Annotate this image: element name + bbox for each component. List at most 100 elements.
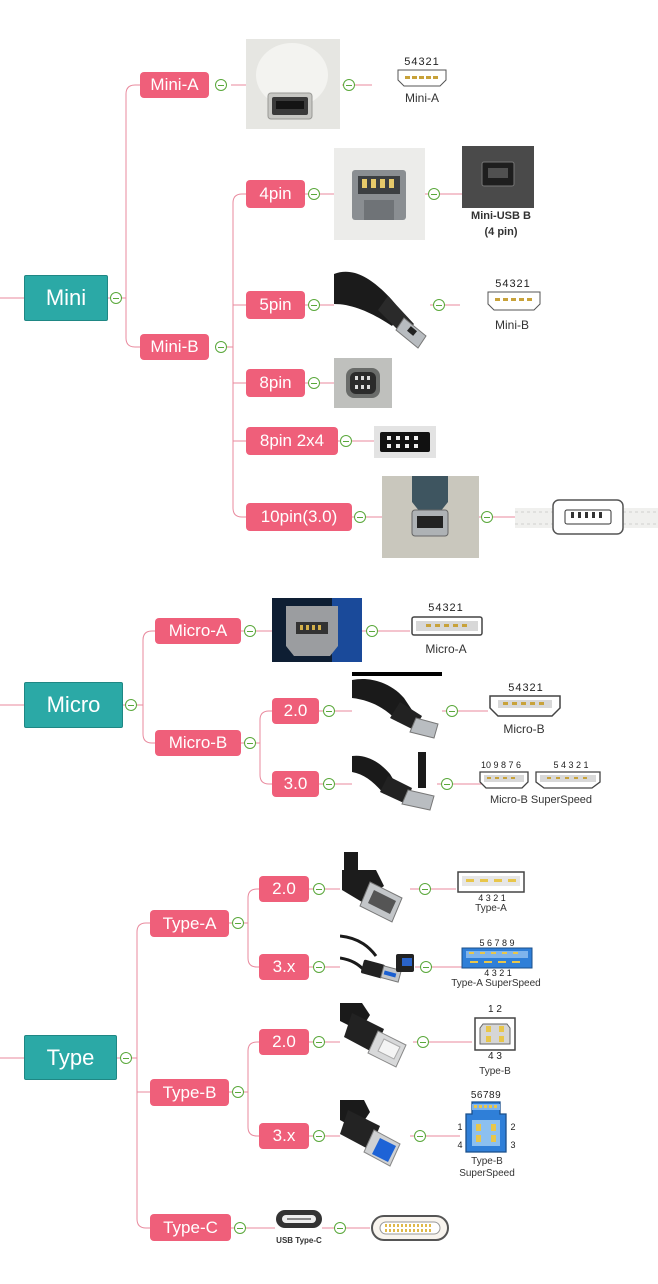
type-b-ss-label-line2: SuperSpeed bbox=[459, 1168, 515, 1179]
collapse-toggle-type-b-3-x[interactable] bbox=[313, 1130, 325, 1142]
collapse-toggle-type-b-2-0-photo[interactable] bbox=[417, 1036, 429, 1048]
type-b-ss-label-line1: Type-B bbox=[471, 1156, 503, 1167]
branch-micro-b-2-0[interactable]: 2.0 bbox=[272, 698, 319, 724]
collapse-toggle-mini-b[interactable] bbox=[215, 341, 227, 353]
collapse-toggle-5pin-photo[interactable] bbox=[433, 299, 445, 311]
mini-a-pinout-diagram: 54321 Mini-A bbox=[372, 56, 472, 108]
mini-usb-b-4pin-tile: Mini-USB B (4 pin) bbox=[462, 146, 534, 246]
collapse-toggle-micro-a[interactable] bbox=[244, 625, 256, 637]
collapse-toggle-micro-b-2-0[interactable] bbox=[323, 705, 335, 717]
collapse-toggle-micro-b[interactable] bbox=[244, 737, 256, 749]
branch-mini-b-8pin-2x4[interactable]: 8pin 2x4 bbox=[246, 427, 338, 455]
collapse-toggle-mini[interactable] bbox=[110, 292, 122, 304]
type-b-diagram-label: Type-B bbox=[479, 1066, 511, 1077]
micro-b-diagram-label: Micro-B bbox=[503, 722, 545, 736]
branch-mini-b-8pin[interactable]: 8pin bbox=[246, 369, 305, 397]
micro-b-ss-pins-right: 5 4 3 2 1 bbox=[553, 760, 589, 770]
type-b-superspeed-diagram: 56789 1 2 4 3 Type-B SuperSpeed bbox=[452, 1090, 522, 1182]
micro-b-pin-numbers: 54321 bbox=[508, 682, 544, 694]
branch-type-b[interactable]: Type-B bbox=[150, 1079, 229, 1106]
type-b-ss-pin-2: 2 bbox=[510, 1122, 516, 1132]
branch-mini-b-10pin[interactable]: 10pin(3.0) bbox=[246, 503, 352, 531]
mini-b-pinout-diagram: 54321 Mini-B bbox=[460, 278, 560, 334]
collapse-toggle-micro-a-photo[interactable] bbox=[366, 625, 378, 637]
branch-micro-b-3-0[interactable]: 3.0 bbox=[272, 771, 319, 797]
micro-b-superspeed-diagram: 10 9 8 7 6 5 4 3 2 1 Micro-B SuperSpeed bbox=[478, 760, 604, 810]
type-b-3-x-photo bbox=[340, 1100, 410, 1176]
collapse-toggle-10pin[interactable] bbox=[354, 511, 366, 523]
usb-type-c-icon: USB Type-C bbox=[273, 1206, 325, 1254]
collapse-toggle-4pin[interactable] bbox=[308, 188, 320, 200]
type-b-bottom-pins: 4 3 bbox=[488, 1051, 502, 1062]
branch-mini-b[interactable]: Mini-B bbox=[140, 334, 209, 360]
branch-micro-b[interactable]: Micro-B bbox=[155, 730, 241, 756]
mini-a-plug-photo bbox=[246, 39, 340, 129]
collapse-toggle-type-a[interactable] bbox=[232, 917, 244, 929]
type-b-ss-pin-4: 4 bbox=[457, 1140, 463, 1150]
branch-type-a-2-0[interactable]: 2.0 bbox=[259, 876, 309, 902]
collapse-toggle-micro-b-3-0-photo[interactable] bbox=[441, 778, 453, 790]
type-b-ss-pin-3: 3 bbox=[510, 1140, 516, 1150]
micro-b-3-0-photo bbox=[352, 752, 437, 812]
collapse-toggle-mini-a[interactable] bbox=[215, 79, 227, 91]
collapse-toggle-4pin-photo[interactable] bbox=[428, 188, 440, 200]
branch-type-a[interactable]: Type-A bbox=[150, 910, 229, 937]
branch-micro-a[interactable]: Micro-A bbox=[155, 618, 241, 644]
collapse-toggle-8pin-2x4[interactable] bbox=[340, 435, 352, 447]
mini-b-8pin-photo bbox=[334, 358, 392, 408]
root-node-mini[interactable]: Mini bbox=[24, 275, 108, 321]
mini-usb-b-subtitle: (4 pin) bbox=[484, 226, 518, 238]
mini-b-10pin-diagram bbox=[515, 494, 658, 542]
mini-b-10pin-photo bbox=[382, 476, 479, 558]
type-a-diagram-label: Type-A bbox=[475, 903, 507, 914]
type-c-receptacle-diagram bbox=[370, 1212, 450, 1244]
collapse-toggle-5pin[interactable] bbox=[308, 299, 320, 311]
type-b-pinout-diagram: 1 2 4 3 Type-B bbox=[470, 1004, 520, 1082]
type-a-ss-bottom-pins: 4 3 2 1 bbox=[484, 968, 512, 978]
collapse-toggle-type-b-2-0[interactable] bbox=[313, 1036, 325, 1048]
mini-a-diagram-label: Mini-A bbox=[404, 91, 439, 105]
micro-a-plug-photo bbox=[272, 598, 362, 662]
type-b-ss-top-pins: 56789 bbox=[470, 1090, 502, 1101]
collapse-toggle-type-b-3-x-photo[interactable] bbox=[414, 1130, 426, 1142]
collapse-toggle-10pin-photo[interactable] bbox=[481, 511, 493, 523]
type-a-pinout-diagram: 4 3 2 1 Type-A bbox=[456, 868, 528, 918]
collapse-toggle-type-b[interactable] bbox=[232, 1086, 244, 1098]
collapse-toggle-type[interactable] bbox=[120, 1052, 132, 1064]
collapse-toggle-mini-a-photo[interactable] bbox=[343, 79, 355, 91]
micro-a-pinout-diagram: 54321 Micro-A bbox=[410, 602, 486, 660]
branch-mini-b-5pin[interactable]: 5pin bbox=[246, 291, 305, 319]
mini-b-4pin-photo bbox=[334, 148, 425, 240]
collapse-toggle-8pin[interactable] bbox=[308, 377, 320, 389]
branch-type-c[interactable]: Type-C bbox=[150, 1214, 231, 1241]
collapse-toggle-micro[interactable] bbox=[125, 699, 137, 711]
mini-b-diagram-label: Mini-B bbox=[494, 318, 529, 332]
type-b-ss-pin-1: 1 bbox=[457, 1122, 463, 1132]
type-a-pin-numbers: 4 3 2 1 bbox=[478, 893, 506, 903]
micro-b-ss-pins-left: 10 9 8 7 6 bbox=[480, 760, 522, 770]
branch-mini-a[interactable]: Mini-A bbox=[140, 72, 209, 98]
mini-usb-b-title: Mini-USB B bbox=[471, 210, 531, 222]
type-a-ss-top-pins: 5 6 7 8 9 bbox=[479, 938, 515, 948]
root-node-micro[interactable]: Micro bbox=[24, 682, 123, 728]
type-b-2-0-photo bbox=[340, 1003, 413, 1071]
collapse-toggle-type-c-icon[interactable] bbox=[334, 1222, 346, 1234]
branch-mini-b-4pin[interactable]: 4pin bbox=[246, 180, 305, 208]
mini-b-pin-numbers: 54321 bbox=[495, 278, 531, 290]
collapse-toggle-type-a-3-x-photo[interactable] bbox=[420, 961, 432, 973]
micro-b-pinout-diagram: 54321 Micro-B bbox=[488, 682, 562, 740]
branch-type-b-3-x[interactable]: 3.x bbox=[259, 1123, 309, 1149]
micro-b-ss-diagram-label: Micro-B SuperSpeed bbox=[489, 794, 593, 806]
collapse-toggle-type-a-2-0-photo[interactable] bbox=[419, 883, 431, 895]
collapse-toggle-type-a-3-x[interactable] bbox=[313, 961, 325, 973]
collapse-toggle-micro-b-2-0-photo[interactable] bbox=[446, 705, 458, 717]
collapse-toggle-type-a-2-0[interactable] bbox=[313, 883, 325, 895]
type-a-superspeed-diagram: 5 6 7 8 9 4 3 2 1 Type-A SuperSpeed bbox=[446, 938, 546, 994]
usb-type-c-caption: USB Type-C bbox=[276, 1236, 322, 1245]
branch-type-a-3-x[interactable]: 3.x bbox=[259, 954, 309, 980]
mini-b-5pin-photo bbox=[334, 256, 430, 354]
root-node-type[interactable]: Type bbox=[24, 1035, 117, 1080]
collapse-toggle-type-c[interactable] bbox=[234, 1222, 246, 1234]
branch-type-b-2-0[interactable]: 2.0 bbox=[259, 1029, 309, 1055]
collapse-toggle-micro-b-3-0[interactable] bbox=[323, 778, 335, 790]
